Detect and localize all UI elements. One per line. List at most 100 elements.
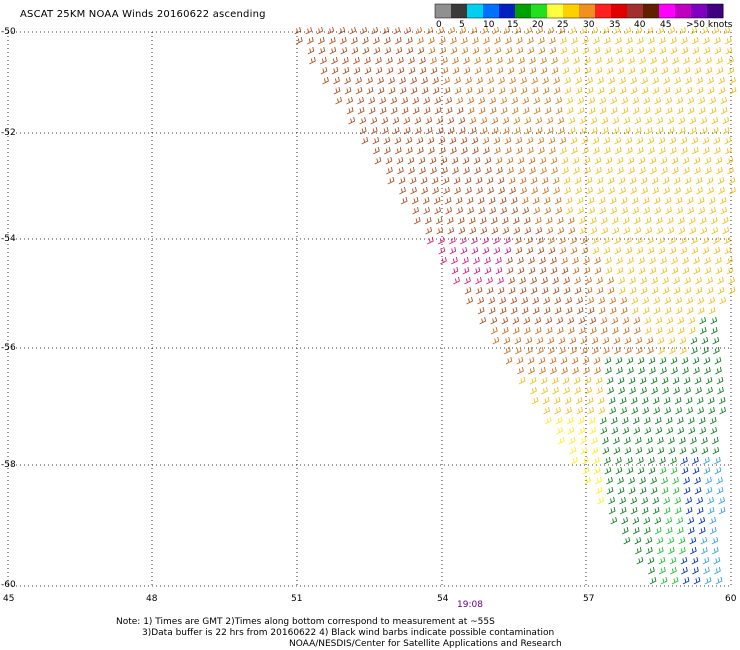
- wind-barb: [664, 406, 672, 415]
- wind-barb: [436, 126, 444, 135]
- wind-barb: [703, 566, 710, 575]
- wind-barb: [448, 236, 456, 245]
- wind-barb: [715, 366, 722, 375]
- wind-barb: [608, 396, 616, 405]
- wind-barb: [652, 496, 660, 505]
- wind-barb: [698, 526, 706, 535]
- wind-barb: [651, 286, 659, 295]
- wind-barb: [702, 246, 710, 255]
- wind-barb: [441, 66, 449, 75]
- wind-barb: [572, 266, 580, 275]
- scale-label: 5: [459, 20, 465, 30]
- wind-barb: [554, 296, 562, 305]
- wind-barb: [700, 226, 708, 235]
- wind-barb: [566, 96, 574, 105]
- wind-barb: [525, 236, 533, 245]
- wind-barb: [501, 316, 509, 325]
- wind-barb: [595, 486, 603, 495]
- wind-barb: [551, 166, 558, 175]
- wind-barb: [532, 306, 540, 315]
- wind-barb: [679, 446, 687, 455]
- wind-barb: [550, 366, 557, 375]
- colorbar-swatch: [659, 4, 676, 18]
- wind-barb: [705, 166, 712, 175]
- wind-barb: [518, 166, 525, 175]
- wind-barb: [710, 426, 718, 435]
- wind-barb: [580, 236, 588, 245]
- wind-barb: [716, 166, 723, 175]
- wind-barb: [613, 346, 621, 355]
- wind-barb: [628, 376, 636, 385]
- wind-barb: [676, 416, 684, 425]
- wind-barb: [667, 126, 675, 135]
- wind-barb: [568, 116, 576, 125]
- wind-barb: [584, 166, 591, 175]
- wind-barb: [523, 316, 531, 325]
- wind-barb: [589, 426, 597, 435]
- wind-barb: [706, 286, 714, 295]
- wind-barb: [452, 56, 459, 65]
- wind-barb: [644, 326, 652, 335]
- wind-barb: [572, 256, 579, 265]
- wind-barb: [524, 226, 532, 235]
- wind-barb: [681, 46, 689, 55]
- wind-barb: [582, 456, 589, 465]
- colorbar-swatch: [451, 4, 468, 18]
- wind-barb: [633, 216, 641, 225]
- wind-barb: [712, 346, 720, 355]
- wind-barb: [509, 186, 516, 195]
- wind-barb: [557, 436, 565, 445]
- wind-barb: [519, 176, 527, 185]
- wind-barb: [458, 226, 466, 235]
- wind-barb: [458, 116, 466, 125]
- wind-barb: [609, 306, 617, 315]
- wind-barb: [635, 446, 643, 455]
- wind-barb: [605, 156, 613, 165]
- wind-barb: [511, 206, 519, 215]
- wind-barb: [687, 416, 695, 425]
- wind-barb: [627, 366, 634, 375]
- wind-barb: [670, 46, 678, 55]
- wind-barb: [496, 166, 503, 175]
- wind-barb: [563, 176, 571, 185]
- wind-barb: [515, 246, 523, 255]
- wind-barb: [680, 146, 688, 155]
- wind-barb: [628, 56, 635, 65]
- wind-barb: [482, 136, 490, 145]
- wind-barb: [628, 66, 636, 75]
- wind-barb: [612, 226, 620, 235]
- wind-barb: [522, 106, 530, 115]
- wind-barb: [563, 276, 570, 285]
- wind-barb: [569, 346, 577, 355]
- wind-barb: [510, 296, 518, 305]
- wind-barb: [491, 116, 499, 125]
- lat-lon-grid: [7, 31, 732, 587]
- wind-barb: [406, 46, 414, 55]
- wind-barb: [591, 236, 599, 245]
- wind-barb: [618, 276, 625, 285]
- wind-barb: [399, 86, 407, 95]
- wind-barb: [636, 136, 644, 145]
- wind-barb: [672, 376, 680, 385]
- wind-barb: [539, 256, 546, 265]
- wind-barb: [570, 36, 578, 45]
- wind-barb: [718, 396, 726, 405]
- wind-barb: [449, 136, 457, 145]
- wind-barb: [537, 146, 545, 155]
- wind-barb: [586, 86, 594, 95]
- wind-barb: [469, 116, 477, 125]
- wind-barb: [580, 26, 588, 35]
- wind-barb: [398, 176, 406, 185]
- wind-barb: [419, 66, 427, 75]
- wind-barb: [547, 26, 555, 35]
- wind-barb: [566, 206, 574, 215]
- wind-barb: [525, 346, 533, 355]
- wind-barb: [569, 236, 577, 245]
- wind-barb: [579, 126, 587, 135]
- wind-barb: [596, 386, 603, 395]
- wind-barb: [430, 166, 437, 175]
- wind-barb: [397, 56, 404, 65]
- wind-barb: [459, 236, 467, 245]
- wind-barb: [405, 36, 413, 45]
- wind-barb: [704, 256, 711, 265]
